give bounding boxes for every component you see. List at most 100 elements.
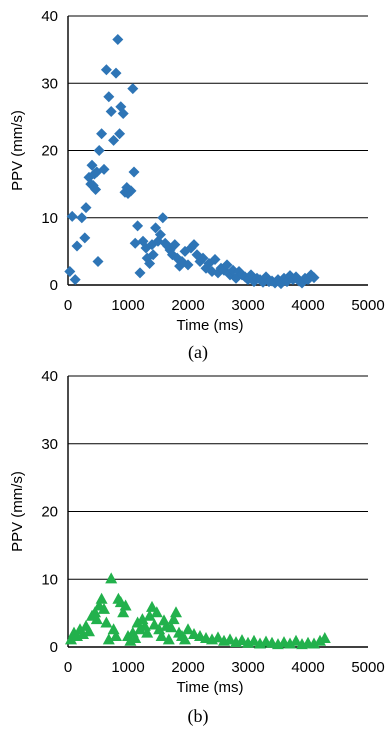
chart-a-gridlines	[68, 15, 368, 219]
chart-b-point	[167, 613, 180, 625]
chart-a-x-axis-label: Time (ms)	[177, 317, 244, 334]
chart-a-y-tick-labels: 0 10 20 30 40	[41, 8, 58, 294]
chart-a-point	[209, 253, 221, 265]
chart-b-point	[212, 631, 224, 643]
chart-a-point	[86, 159, 98, 171]
chart-a-point	[69, 274, 81, 286]
chart-b: 0 10 20 30 40 0 1000 2000 3000 4000 5000 Time (ms…	[9, 368, 385, 727]
chart-a-y-tick-30: 30	[41, 75, 58, 92]
chart-b-point	[179, 633, 191, 645]
chart-b-point	[98, 602, 110, 614]
chart-a-point	[129, 237, 141, 249]
chart-a-point	[117, 108, 129, 120]
chart-a-point	[92, 255, 104, 267]
chart-a-x-tick-4000: 4000	[291, 297, 324, 314]
chart-a-point	[188, 239, 200, 251]
chart-b-point	[182, 623, 194, 635]
chart-a-point	[125, 185, 137, 197]
chart-a-point	[114, 128, 126, 140]
chart-a-y-axis-label: PPV (mm/s)	[9, 110, 26, 191]
chart-b-y-tick-0: 0	[50, 639, 58, 656]
chart-a-point	[79, 232, 91, 244]
chart-b-y-axis-label: PPV (mm/s)	[9, 471, 26, 552]
chart-a-point	[134, 267, 146, 279]
chart-a-point	[93, 145, 105, 156]
chart-b-x-axis-label: Time (ms)	[177, 679, 244, 696]
chart-b-point	[102, 633, 115, 645]
chart-b-y-tick-30: 30	[41, 436, 58, 453]
chart-a-x-tick-2000: 2000	[171, 297, 204, 314]
chart-a-point	[110, 67, 122, 79]
chart-b-point	[290, 634, 302, 646]
chart-a-points	[64, 34, 320, 290]
chart-a-point	[112, 34, 124, 46]
chart-b-point	[141, 626, 154, 638]
chart-a-y-tick-20: 20	[41, 143, 58, 160]
chart-b-x-tick-labels: 0 1000 2000 3000 4000 5000	[64, 659, 385, 676]
chart-b-point	[162, 633, 175, 645]
chart-a-point	[105, 105, 117, 117]
chart-b-x-tick-5000: 5000	[351, 659, 384, 676]
chart-a-point	[169, 239, 181, 251]
chart-a-y-tick-10: 10	[41, 210, 58, 227]
chart-a-point	[64, 266, 76, 278]
chart-b-point	[143, 609, 156, 621]
chart-a-point	[147, 249, 159, 261]
chart-b-point	[150, 606, 163, 618]
chart-a-point	[150, 222, 162, 234]
chart-b-point	[155, 630, 168, 642]
chart-a: 0 10 20 30 40 0 1000 2000 3000 4000 5000 Time (ms…	[9, 8, 385, 363]
chart-b-point	[117, 606, 130, 618]
chart-a-point	[98, 163, 110, 175]
chart-a-point	[128, 166, 140, 178]
chart-b-y-tick-40: 40	[41, 368, 58, 385]
chart-b-points	[65, 572, 331, 650]
chart-a-point	[144, 257, 156, 269]
chart-a-point	[221, 259, 233, 271]
chart-a-point	[90, 184, 102, 196]
chart-a-x-tick-labels: 0 1000 2000 3000 4000 5000	[64, 297, 385, 314]
chart-a-point	[182, 259, 194, 271]
chart-b-point	[119, 599, 132, 611]
chart-b-point	[129, 632, 142, 644]
chart-b-point	[89, 606, 101, 618]
chart-b-gridlines	[68, 375, 368, 580]
chart-a-x-tick-0: 0	[64, 297, 72, 314]
chart-b-point	[83, 625, 95, 637]
chart-a-x-tick-1000: 1000	[111, 297, 144, 314]
chart-b-y-tick-10: 10	[41, 571, 58, 588]
chart-b-x-tick-2000: 2000	[171, 659, 204, 676]
chart-a-point	[71, 240, 83, 252]
chart-b-y-tick-labels: 0 10 20 30 40	[41, 368, 58, 656]
chart-a-axes	[67, 16, 368, 286]
chart-a-point	[132, 220, 144, 232]
chart-b-point	[105, 572, 118, 584]
chart-b-point	[318, 632, 331, 644]
chart-a-point	[96, 128, 108, 140]
chart-a-point	[157, 212, 169, 224]
chart-b-x-tick-1000: 1000	[111, 659, 144, 676]
chart-a-point	[103, 91, 115, 103]
chart-a-point	[308, 272, 320, 284]
chart-b-x-tick-4000: 4000	[291, 659, 324, 676]
chart-a-point	[108, 134, 120, 146]
chart-a-y-tick-40: 40	[41, 8, 58, 25]
chart-b-point	[90, 613, 103, 625]
chart-a-point	[100, 64, 112, 76]
chart-a-y-tick-0: 0	[50, 277, 58, 294]
chart-b-x-tick-3000: 3000	[231, 659, 264, 676]
chart-b-y-tick-20: 20	[41, 504, 58, 521]
chart-a-x-tick-5000: 5000	[351, 297, 384, 314]
chart-a-point	[197, 252, 209, 264]
chart-a-caption: (a)	[188, 342, 208, 363]
chart-b-x-tick-0: 0	[64, 659, 72, 676]
chart-b-point	[165, 621, 178, 633]
chart-a-point	[80, 202, 92, 214]
chart-b-point	[110, 630, 122, 642]
chart-a-x-tick-3000: 3000	[231, 297, 264, 314]
chart-a-point	[154, 229, 166, 241]
chart-b-point	[95, 592, 108, 604]
chart-b-point	[100, 616, 113, 628]
chart-b-caption: (b)	[188, 706, 209, 727]
